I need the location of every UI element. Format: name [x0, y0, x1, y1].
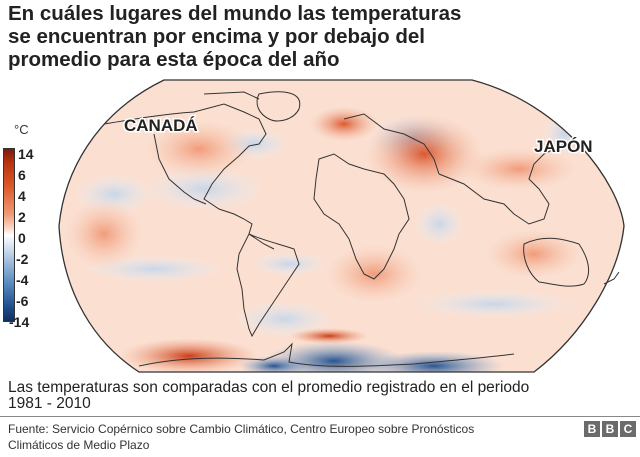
coastlines: [103, 91, 620, 367]
legend-tick: 4: [18, 188, 26, 204]
legend-tick: -2: [16, 251, 29, 267]
legend-tick: 2: [18, 209, 26, 225]
legend-ticks: 14 6 4 2 0 -2 -4 -6 -14: [9, 143, 48, 329]
bbc-logo-letter: B: [584, 421, 600, 437]
label-canada: CANADÁ: [124, 116, 198, 135]
caption: Las temperaturas son comparadas con el p…: [8, 380, 638, 412]
legend-tick: -4: [16, 272, 29, 288]
title-line-3: promedio para esta época del año: [8, 48, 340, 71]
map-outline: [58, 79, 625, 373]
legend-tick: -6: [16, 293, 29, 309]
legend-tick: 14: [18, 146, 34, 162]
legend-tick: 0: [18, 230, 26, 246]
footer-divider: [0, 416, 640, 417]
chart-title: En cuáles lugares del mundo las temperat…: [8, 2, 608, 71]
label-japan: JAPÓN: [534, 137, 593, 156]
legend-unit: °C: [14, 122, 29, 137]
bbc-logo: B B C: [584, 421, 636, 437]
bbc-logo-letter: B: [602, 421, 618, 437]
source-note: Fuente: Servicio Copérnico sobre Cambio …: [8, 421, 558, 453]
bbc-logo-letter: C: [620, 421, 636, 437]
source-line-2: Climáticos de Medio Plazo: [8, 438, 150, 452]
legend-tick: -14: [9, 314, 30, 330]
legend-tick: 6: [18, 167, 26, 183]
world-temperature-map: CANADÁ JAPÓN: [44, 74, 640, 374]
source-line-1: Fuente: Servicio Copérnico sobre Cambio …: [8, 422, 475, 436]
title-line-2: se encuentran por encima y por debajo de…: [8, 25, 425, 48]
caption-line-2: 1981 - 2010: [8, 395, 91, 412]
caption-line-1: Las temperaturas son comparadas con el p…: [8, 379, 530, 396]
legend-color-bar: [3, 148, 15, 322]
title-line-1: En cuáles lugares del mundo las temperat…: [8, 2, 462, 25]
